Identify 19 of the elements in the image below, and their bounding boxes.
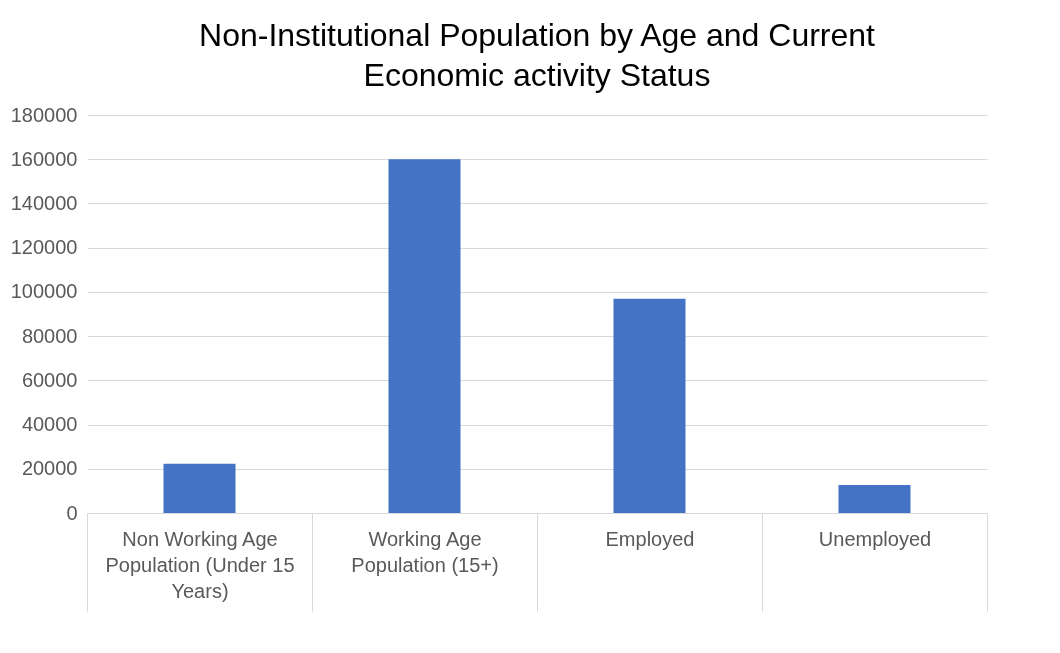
x-tick-label: Employed — [605, 527, 695, 550]
y-tick-label: 100000 — [10, 280, 78, 303]
bar — [388, 159, 461, 513]
y-tick-label: 20000 — [21, 457, 78, 480]
y-tick-label: 160000 — [10, 147, 78, 170]
x-tick-label: Unemployed — [818, 527, 932, 550]
y-tick-label: 140000 — [10, 191, 78, 214]
bar — [163, 463, 236, 513]
y-tick-label: 60000 — [21, 368, 78, 391]
chart-title: Non-Institutional Population by Age and Current Economic activity Status — [199, 17, 876, 93]
y-tick-label: 120000 — [10, 236, 78, 259]
x-tick-label: Working Age Population (15+) — [351, 527, 499, 576]
y-tick-label: 40000 — [21, 413, 78, 436]
y-tick-label: 0 — [66, 501, 78, 524]
y-tick-label: 180000 — [10, 103, 78, 126]
bar — [613, 298, 686, 513]
bar — [838, 484, 911, 513]
x-tick-label: Non Working Age Population (Under 15 Years) — [105, 527, 295, 602]
y-tick-label: 80000 — [21, 324, 78, 347]
